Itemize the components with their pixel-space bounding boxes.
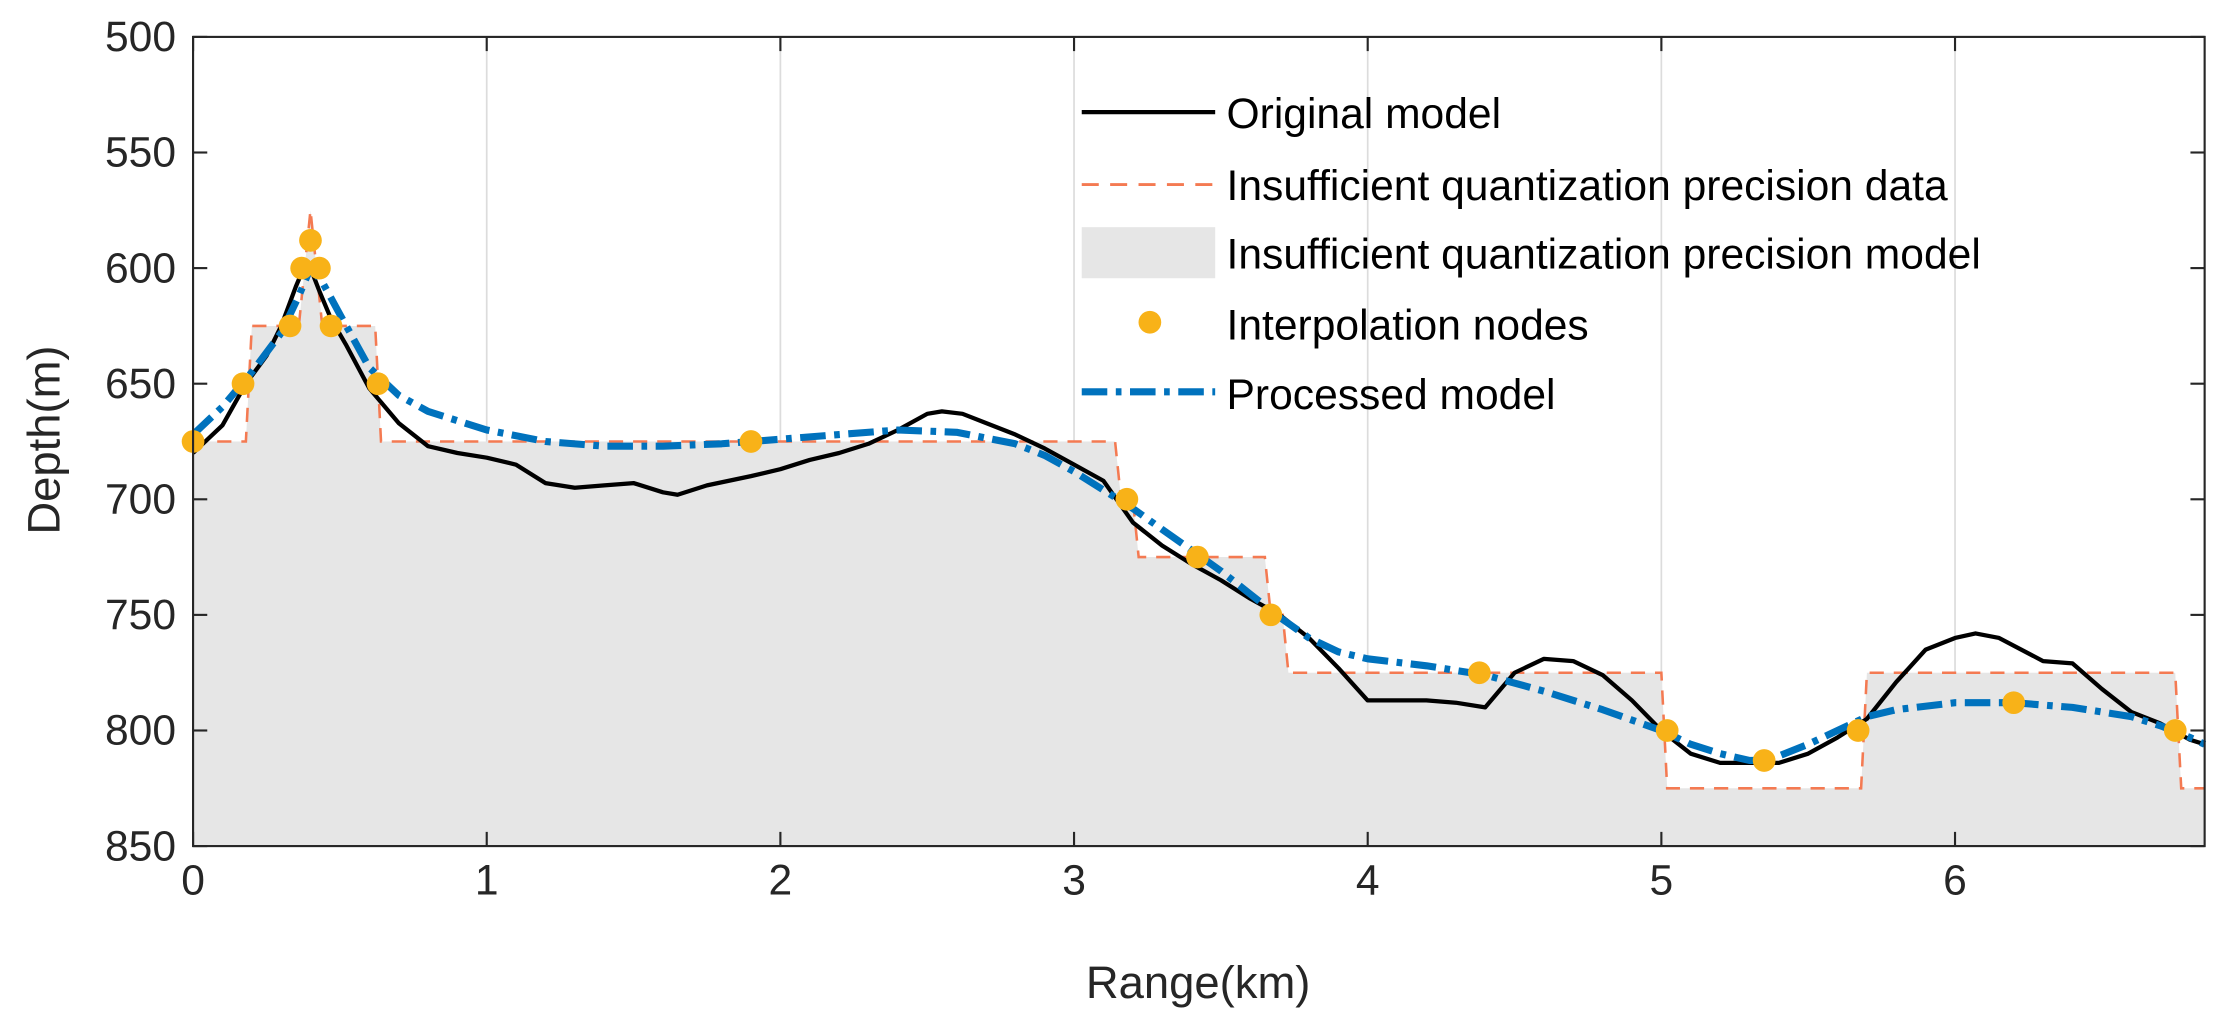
x-tick-label: 1	[475, 856, 499, 904]
legend-label-processed-model: Processed model	[1227, 371, 1556, 419]
interpolation-node	[308, 256, 331, 280]
interpolation-node	[1259, 603, 1283, 627]
interpolation-node	[231, 372, 255, 396]
y-tick-label: 700	[105, 475, 176, 523]
y-axis-ticks: 500 550 600 650 700 750 800 850	[105, 13, 2205, 870]
legend-swatch-interpolation-nodes	[1138, 310, 1162, 334]
interpolation-node	[1752, 749, 1776, 772]
legend-label-interpolation-nodes: Interpolation nodes	[1227, 301, 1589, 349]
x-tick-label: 2	[769, 856, 793, 904]
y-tick-label: 650	[105, 360, 176, 408]
x-tick-label: 5	[1650, 856, 1674, 904]
y-tick-label: 850	[105, 822, 176, 870]
x-tick-label: 4	[1356, 856, 1380, 904]
interpolation-node	[1115, 487, 1139, 511]
interpolation-node	[1468, 661, 1491, 685]
legend-label-original-model: Original model	[1227, 90, 1502, 138]
y-tick-label: 550	[105, 129, 176, 177]
interpolation-node	[739, 430, 763, 453]
interpolation-node	[299, 228, 322, 252]
y-tick-label: 800	[105, 707, 176, 755]
legend-swatch-quantization-model	[1081, 227, 1216, 279]
y-tick-label: 500	[105, 13, 176, 61]
x-tick-label: 6	[1943, 856, 1967, 904]
interpolation-nodes-layer	[181, 228, 2187, 772]
interpolation-node	[1655, 719, 1679, 742]
interpolation-node	[366, 372, 390, 396]
x-axis-ticks: 0 1 2 3 4 5 6	[181, 36, 1967, 904]
x-tick-label: 3	[1062, 856, 1086, 904]
legend-label-quantization-model: Insufficient quantization precision mode…	[1227, 230, 1981, 278]
x-tick-label: 0	[181, 856, 205, 904]
interpolation-node	[2163, 719, 2187, 742]
x-axis-label: Range(km)	[1086, 957, 1311, 1008]
plot-frame	[192, 35, 2206, 848]
interpolation-node	[1186, 545, 1209, 569]
interpolation-node	[290, 256, 314, 280]
legend: Original model Insufficient quantization…	[1081, 90, 1981, 419]
y-tick-label: 750	[105, 591, 176, 639]
interpolation-node	[319, 314, 343, 338]
interpolation-node	[278, 314, 302, 338]
interpolation-node	[2002, 691, 2026, 715]
quantization-model-area-fill	[193, 210, 2205, 847]
y-tick-label: 600	[105, 244, 176, 292]
quantization-model-area	[193, 210, 2205, 847]
y-axis-label: Depth(m)	[19, 345, 70, 534]
legend-label-quantization-data: Insufficient quantization precision data	[1227, 162, 1948, 210]
interpolation-node	[1846, 719, 1870, 742]
